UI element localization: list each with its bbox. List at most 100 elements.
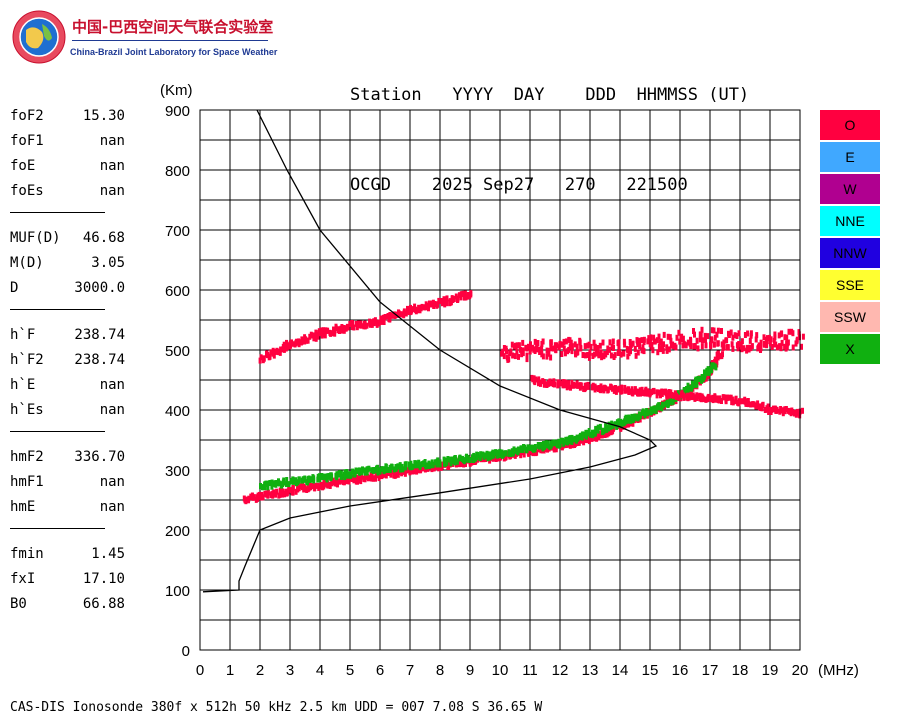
- direction-legend: O E W NNE NNW SSE SSW X: [820, 110, 880, 366]
- legend-item: X: [820, 334, 880, 364]
- trace-mark: [663, 388, 667, 395]
- trace-mark: [562, 345, 566, 352]
- trace-mark: [668, 334, 672, 341]
- trace-mark: [555, 440, 559, 447]
- trace-mark: [623, 418, 627, 425]
- trace-mark: [713, 334, 717, 341]
- trace-mark: [440, 463, 444, 470]
- param-label: h`E: [10, 377, 36, 393]
- trace-mark: [622, 350, 626, 357]
- param-separator: [10, 309, 105, 310]
- trace-mark: [282, 341, 286, 348]
- trace-mark: [560, 341, 564, 348]
- trace-mark: [354, 320, 358, 327]
- trace-mark: [601, 339, 605, 346]
- trace-mark: [622, 338, 626, 345]
- trace-mark: [455, 458, 459, 465]
- param-label: hmE: [10, 499, 36, 515]
- trace-mark: [448, 456, 452, 463]
- trace-mark: [785, 344, 789, 351]
- trace-mark: [553, 440, 557, 447]
- trace-mark: [517, 353, 520, 360]
- trace-mark: [287, 343, 291, 350]
- x-tick-label: 12: [552, 662, 569, 679]
- trace-mark: [266, 491, 270, 498]
- trace-mark: [265, 350, 269, 357]
- trace-mark: [675, 334, 679, 341]
- trace-mark: [731, 345, 735, 352]
- ionogram-chart: 0 1 2 3 4 5 6 7 8 9 10 11 12 13 14 15 16 17 18 19 2001002003…: [160, 82, 859, 679]
- trace-mark: [651, 407, 655, 414]
- trace-mark: [359, 473, 363, 480]
- trace-mark: [512, 448, 516, 455]
- trace-mark: [323, 328, 327, 335]
- trace-mark: [587, 428, 591, 434]
- trace-mark: [537, 442, 540, 449]
- trace-mark: [377, 475, 381, 482]
- trace-mark: [620, 384, 624, 391]
- trace-mark: [541, 378, 545, 385]
- trace-mark: [589, 343, 593, 350]
- trace-mark: [319, 483, 323, 490]
- trace-mark: [529, 341, 532, 348]
- param-row: B0 66.88: [10, 596, 140, 621]
- trace-mark: [684, 342, 688, 349]
- trace-mark: [348, 321, 352, 327]
- trace-mark: [766, 335, 769, 342]
- trace-mark: [390, 312, 394, 319]
- x-tick-label: 11: [522, 662, 538, 679]
- trace-mark: [758, 403, 762, 410]
- trace-mark: [549, 339, 553, 346]
- trace-mark: [527, 343, 530, 350]
- trace-mark: [716, 340, 720, 347]
- trace-mark: [586, 352, 590, 358]
- trace-mark: [568, 438, 572, 445]
- trace-mark: [630, 386, 634, 393]
- trace-mark: [320, 332, 324, 339]
- trace-mark: [609, 352, 613, 359]
- trace-mark: [401, 311, 405, 318]
- trace-mark: [712, 362, 716, 369]
- trace-mark: [285, 477, 289, 483]
- trace-mark: [370, 321, 374, 328]
- trace-mark: [494, 454, 498, 461]
- trace-mark: [567, 380, 570, 387]
- trace-mark: [478, 454, 482, 461]
- trace-mark: [266, 484, 270, 491]
- trace-mark: [566, 383, 570, 390]
- param-label: M(D): [10, 255, 44, 271]
- trace-mark: [346, 471, 350, 478]
- param-value: 15.30: [82, 108, 125, 124]
- param-row: fxI 17.10: [10, 571, 140, 596]
- trace-mark: [529, 345, 533, 352]
- trace-mark: [363, 321, 366, 327]
- trace-mark: [712, 341, 716, 348]
- trace-mark: [443, 296, 447, 303]
- trace-mark: [616, 419, 620, 426]
- trace-mark: [727, 332, 731, 338]
- trace-mark: [381, 314, 385, 321]
- trace-mark: [443, 299, 447, 306]
- param-row: foF1 nan: [10, 133, 140, 158]
- trace-mark: [592, 351, 596, 358]
- param-label: h`Es: [10, 402, 44, 418]
- trace-mark: [759, 345, 763, 352]
- trace-mark: [726, 344, 730, 351]
- trace-mark: [557, 344, 561, 351]
- trace-mark: [414, 306, 417, 313]
- header-values: OCGD 2025 Sep27 270 221500: [350, 175, 688, 195]
- trace-mark: [608, 424, 612, 431]
- trace-mark: [740, 346, 744, 353]
- trace-mark: [407, 306, 411, 313]
- trace-mark: [721, 351, 724, 358]
- trace-mark: [598, 432, 602, 439]
- trace-mark: [574, 350, 577, 357]
- trace-mark: [459, 294, 463, 301]
- trace-mark: [503, 450, 507, 457]
- trace-mark: [603, 432, 607, 438]
- trace-mark: [552, 445, 556, 452]
- trace-mark: [619, 418, 623, 425]
- trace-mark: [689, 393, 693, 400]
- trace-mark: [700, 374, 704, 380]
- trace-mark: [703, 332, 707, 339]
